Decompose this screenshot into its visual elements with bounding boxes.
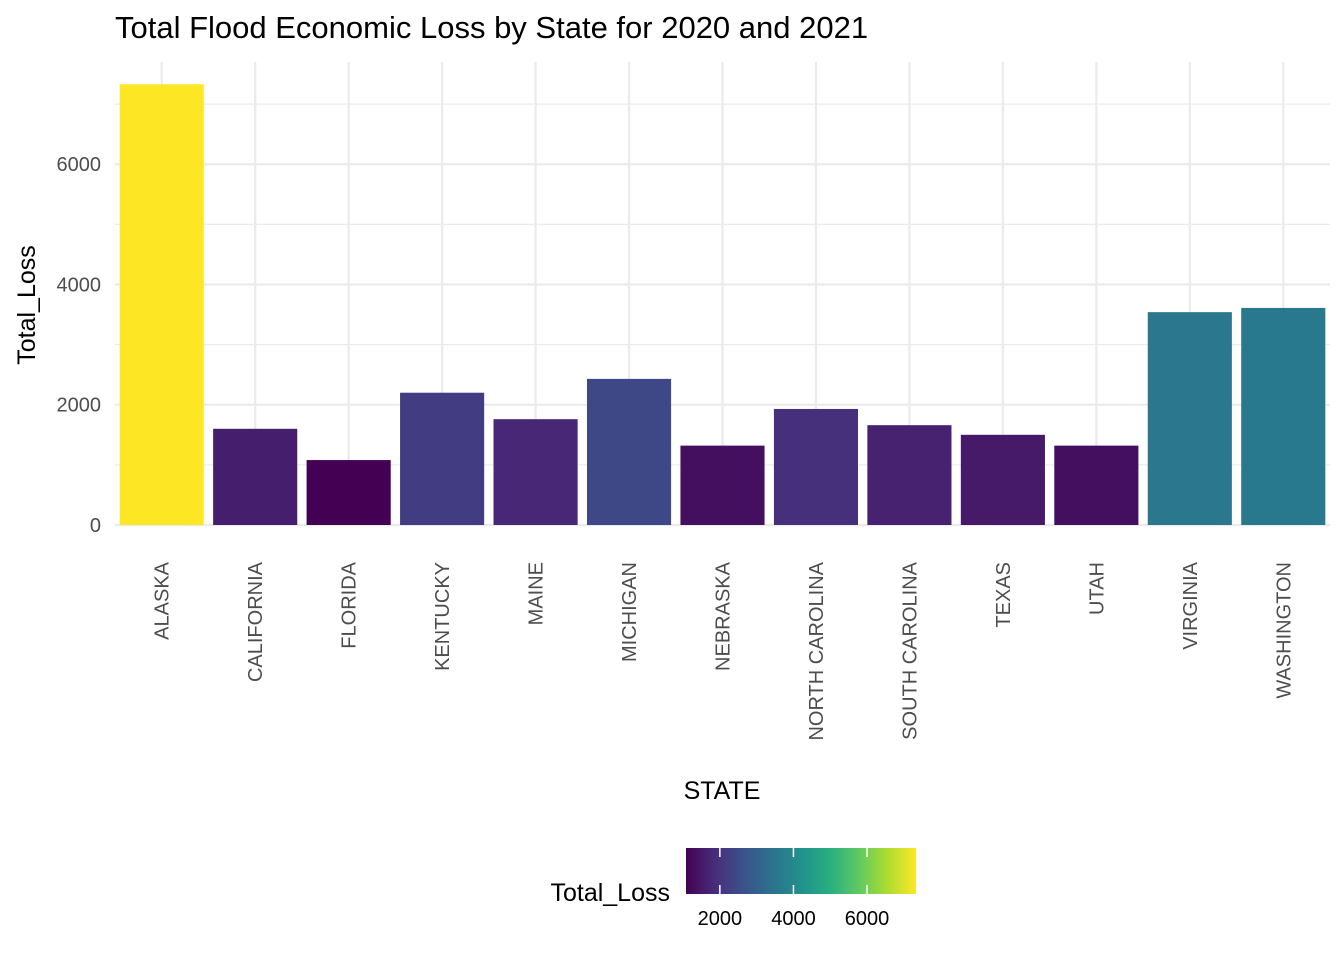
x-tick-label: FLORIDA [339,561,361,648]
bar [680,445,765,525]
x-tick-label: NORTH CAROLINA [806,561,828,740]
legend: Total_Loss 2000 4000 6000 [550,848,916,930]
x-tick-label: WASHINGTON [1273,562,1295,699]
y-tick-label: 0 [90,515,101,537]
bars [119,84,1326,526]
x-axis-title: STATE [684,777,761,805]
y-tick-label: 2000 [57,395,102,417]
bar [773,408,859,525]
bar [1147,312,1232,525]
x-axis-ticks: ALASKA CALIFORNIA FLORIDA KENTUCKY MAINE MICH… [152,561,1296,740]
legend-colorbar [686,848,916,894]
x-tick-label: CALIFORNIA [245,561,267,682]
bar [119,84,204,526]
legend-tick-label: 4000 [771,908,816,930]
x-tick-label: VIRGINIA [1180,561,1202,649]
legend-ticks: 2000 4000 6000 [698,848,890,930]
bar [586,378,672,525]
bar [306,460,391,525]
bar [960,434,1045,525]
x-tick-label: ALASKA [152,561,174,639]
y-axis-ticks: 0 2000 4000 6000 [57,154,102,537]
y-tick-label: 6000 [57,154,102,176]
bar [1054,445,1139,525]
bar [867,425,952,525]
chart-title: Total Flood Economic Loss by State for 2… [115,10,868,45]
legend-tick-label: 2000 [698,908,743,930]
bar [213,428,298,525]
x-tick-label: MICHIGAN [619,562,641,662]
y-tick-label: 4000 [57,274,102,296]
x-tick-label: SOUTH CAROLINA [899,561,921,739]
x-tick-label: UTAH [1086,562,1108,615]
legend-tick-label: 6000 [845,908,890,930]
x-tick-label: TEXAS [993,562,1015,628]
legend-title: Total_Loss [550,879,670,907]
y-axis-title: Total_Loss [13,245,41,365]
x-tick-label: NEBRASKA [713,561,735,671]
bar [493,419,578,525]
bar [1241,307,1326,525]
x-tick-label: MAINE [526,562,548,625]
bar [400,392,485,525]
x-tick-label: KENTUCKY [432,562,454,671]
